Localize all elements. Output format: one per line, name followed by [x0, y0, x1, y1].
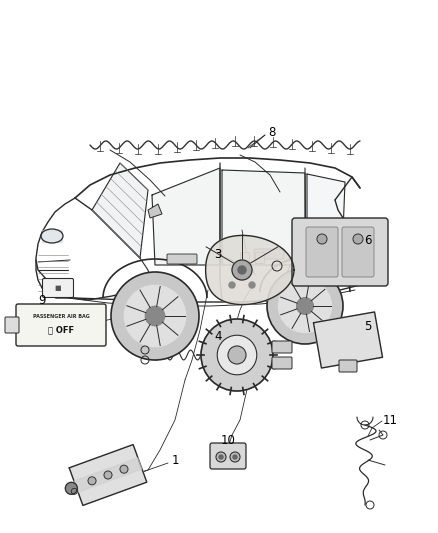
FancyBboxPatch shape: [16, 304, 106, 346]
Circle shape: [201, 319, 273, 391]
Circle shape: [217, 335, 257, 375]
Circle shape: [124, 285, 186, 347]
FancyBboxPatch shape: [342, 227, 374, 277]
Polygon shape: [42, 230, 62, 242]
Polygon shape: [74, 458, 142, 492]
Circle shape: [229, 282, 235, 288]
Polygon shape: [92, 163, 148, 258]
FancyBboxPatch shape: [240, 253, 250, 263]
Polygon shape: [69, 445, 147, 505]
Text: ⛔ OFF: ⛔ OFF: [48, 326, 74, 335]
Circle shape: [216, 452, 226, 462]
Circle shape: [65, 482, 78, 494]
Text: 11: 11: [382, 414, 398, 426]
Circle shape: [88, 477, 96, 485]
FancyBboxPatch shape: [5, 317, 19, 333]
FancyBboxPatch shape: [254, 249, 284, 259]
FancyBboxPatch shape: [272, 341, 292, 353]
Circle shape: [233, 455, 237, 459]
Circle shape: [297, 297, 313, 314]
FancyBboxPatch shape: [255, 253, 265, 263]
FancyBboxPatch shape: [339, 360, 357, 372]
Circle shape: [232, 260, 252, 280]
Text: 10: 10: [221, 433, 236, 447]
Circle shape: [317, 234, 327, 244]
Circle shape: [120, 465, 128, 473]
Circle shape: [219, 455, 223, 459]
Text: 3: 3: [214, 248, 222, 262]
FancyBboxPatch shape: [210, 443, 246, 469]
Circle shape: [104, 471, 112, 479]
Circle shape: [228, 346, 246, 364]
Circle shape: [230, 452, 240, 462]
Circle shape: [267, 268, 343, 344]
Text: ■: ■: [55, 285, 61, 291]
FancyBboxPatch shape: [306, 227, 338, 277]
Circle shape: [279, 279, 332, 333]
Polygon shape: [314, 312, 382, 368]
Text: PASSENGER AIR BAG: PASSENGER AIR BAG: [32, 313, 89, 319]
FancyBboxPatch shape: [167, 254, 197, 264]
Circle shape: [111, 272, 199, 360]
Polygon shape: [222, 170, 305, 265]
Text: 8: 8: [268, 125, 276, 139]
Circle shape: [249, 282, 255, 288]
Polygon shape: [148, 204, 162, 218]
Circle shape: [238, 266, 246, 274]
FancyBboxPatch shape: [42, 279, 74, 297]
FancyBboxPatch shape: [292, 218, 388, 286]
Polygon shape: [152, 168, 220, 265]
Circle shape: [353, 234, 363, 244]
Circle shape: [145, 306, 165, 326]
Polygon shape: [307, 174, 345, 258]
Text: 9: 9: [38, 294, 46, 306]
Text: 4: 4: [214, 330, 222, 343]
Text: 5: 5: [364, 320, 372, 334]
Text: 6: 6: [364, 233, 372, 246]
Polygon shape: [205, 236, 294, 304]
FancyBboxPatch shape: [272, 357, 292, 369]
Text: 1: 1: [171, 454, 179, 466]
